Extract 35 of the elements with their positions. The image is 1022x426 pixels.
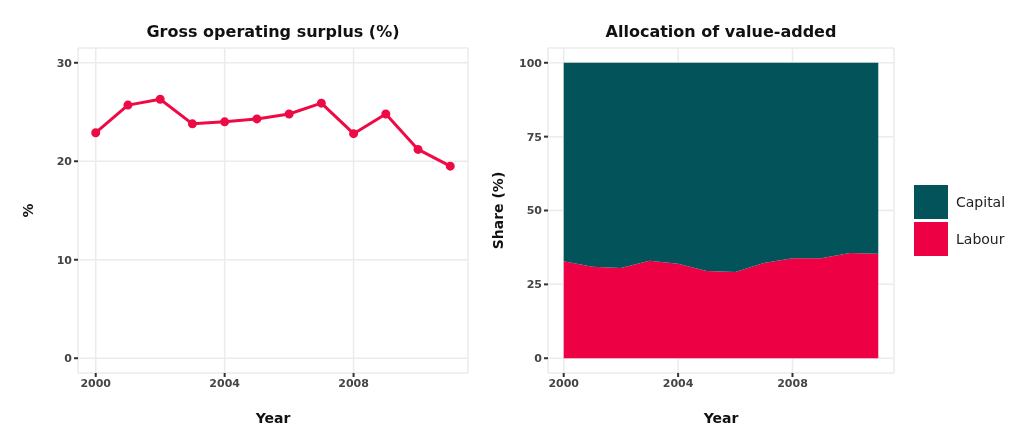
y-tick-label: 30 — [56, 56, 73, 70]
chart-title: Allocation of value-added — [604, 22, 838, 41]
point — [220, 117, 230, 127]
point — [155, 94, 165, 104]
point — [349, 129, 359, 139]
y-tick-label: 10 — [56, 253, 73, 267]
x-tick-label: 2004 — [662, 376, 694, 390]
x-tick-label: 2000 — [80, 376, 112, 390]
x-tick-label: 2000 — [548, 376, 580, 390]
point — [91, 128, 101, 138]
y-tick-label: 25 — [526, 278, 542, 292]
point — [316, 98, 326, 108]
point — [381, 109, 391, 119]
y-axis-title: % — [19, 203, 36, 218]
y-tick-label: 0 — [534, 352, 543, 366]
point — [284, 109, 294, 119]
chart-title: Gross operating surplus (%) — [145, 22, 401, 41]
y-tick-label: 20 — [56, 155, 73, 169]
point — [413, 144, 423, 154]
point — [187, 119, 197, 129]
x-tick-label: 2008 — [777, 376, 808, 390]
y-tick-label: 50 — [526, 204, 543, 218]
y-tick-label: 75 — [526, 130, 542, 144]
text: Labour — [956, 230, 1005, 247]
point — [252, 114, 262, 124]
x-tick-label: 2004 — [209, 376, 241, 390]
point — [445, 161, 455, 171]
y-tick-label: 0 — [64, 352, 73, 366]
y-tick-label: 100 — [519, 56, 543, 70]
text: Capital — [956, 193, 1006, 210]
x-tick-label: 2008 — [338, 376, 369, 390]
point — [123, 100, 133, 110]
x-axis-title: Year — [702, 410, 739, 426]
x-axis-title: Year — [254, 410, 291, 426]
y-axis-title: Share (%) — [489, 171, 506, 250]
